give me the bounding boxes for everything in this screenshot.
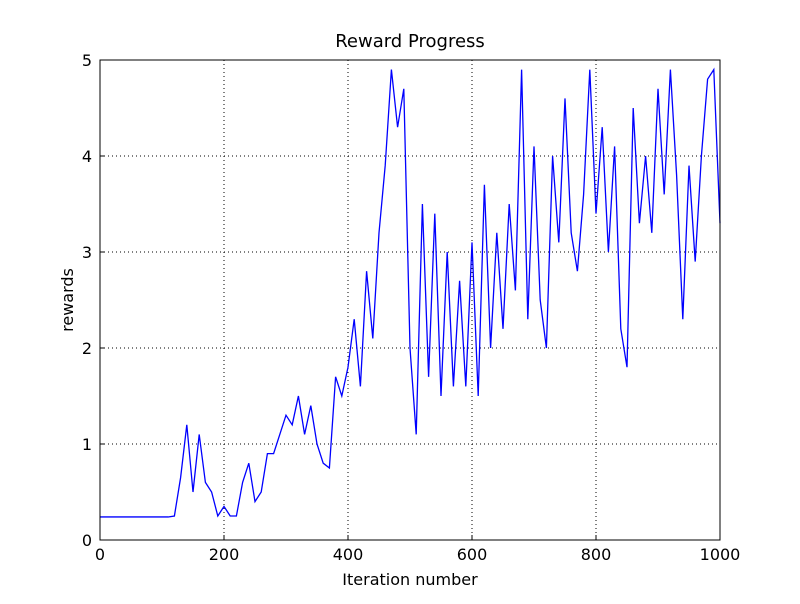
x-tick-label: 400	[333, 545, 364, 564]
y-tick-label: 5	[82, 51, 92, 70]
plot-frame	[99, 59, 721, 541]
x-tick-label: 1000	[700, 545, 741, 564]
x-axis-label: Iteration number	[342, 570, 478, 589]
x-tick-label: 0	[95, 545, 105, 564]
y-tick-label: 1	[82, 435, 92, 454]
x-tick-label: 800	[581, 545, 612, 564]
y-tick-label: 4	[82, 147, 92, 166]
y-tick-label: 2	[82, 339, 92, 358]
chart-title: Reward Progress	[335, 31, 485, 52]
y-tick-label: 0	[82, 531, 92, 550]
y-axis-label: rewards	[58, 268, 77, 332]
data-line	[100, 67, 721, 518]
x-tick-label: 200	[209, 545, 240, 564]
x-tick-label: 600	[457, 545, 488, 564]
y-tick-label: 3	[82, 243, 92, 262]
